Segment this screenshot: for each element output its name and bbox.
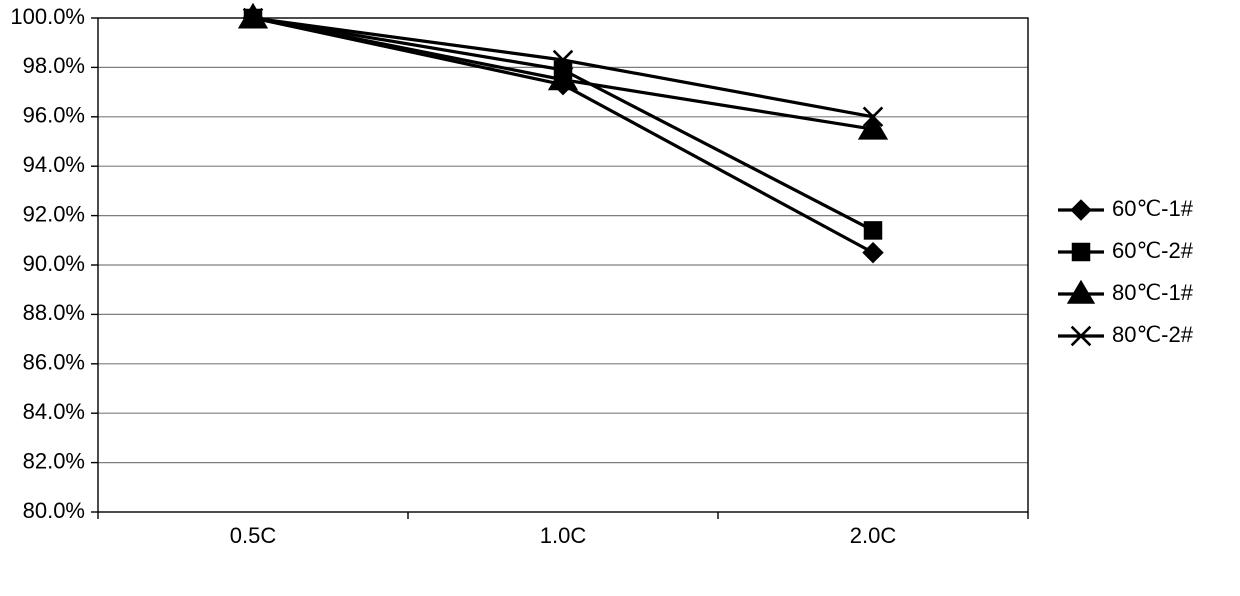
y-tick-label: 92.0% bbox=[23, 201, 85, 226]
legend-label: 60℃-2# bbox=[1112, 238, 1194, 263]
y-tick-label: 88.0% bbox=[23, 300, 85, 325]
x-tick-label: 0.5C bbox=[230, 523, 277, 548]
chart-svg: 80.0% 82.0% 84.0% 86.0% 88.0% 90.0% 92.0% 94.0%… bbox=[0, 0, 1240, 596]
line-chart: 80.0% 82.0% 84.0% 86.0% 88.0% 90.0% 92.0% 94.0%… bbox=[0, 0, 1240, 596]
x-tick-label: 2.0C bbox=[850, 523, 897, 548]
y-tick-label: 84.0% bbox=[23, 399, 85, 424]
y-tick-label: 94.0% bbox=[23, 152, 85, 177]
y-tick-label: 90.0% bbox=[23, 251, 85, 276]
y-tick-label: 80.0% bbox=[23, 498, 85, 523]
y-tick-label: 100.0% bbox=[10, 4, 85, 29]
legend-label: 80℃-2# bbox=[1112, 322, 1194, 347]
legend-label: 80℃-1# bbox=[1112, 280, 1194, 305]
x-tick-label: 1.0C bbox=[540, 523, 587, 548]
legend-label: 60℃-1# bbox=[1112, 196, 1194, 221]
y-tick-label: 86.0% bbox=[23, 350, 85, 375]
y-tick-label: 82.0% bbox=[23, 448, 85, 473]
y-tick-label: 96.0% bbox=[23, 103, 85, 128]
y-tick-label: 98.0% bbox=[23, 53, 85, 78]
